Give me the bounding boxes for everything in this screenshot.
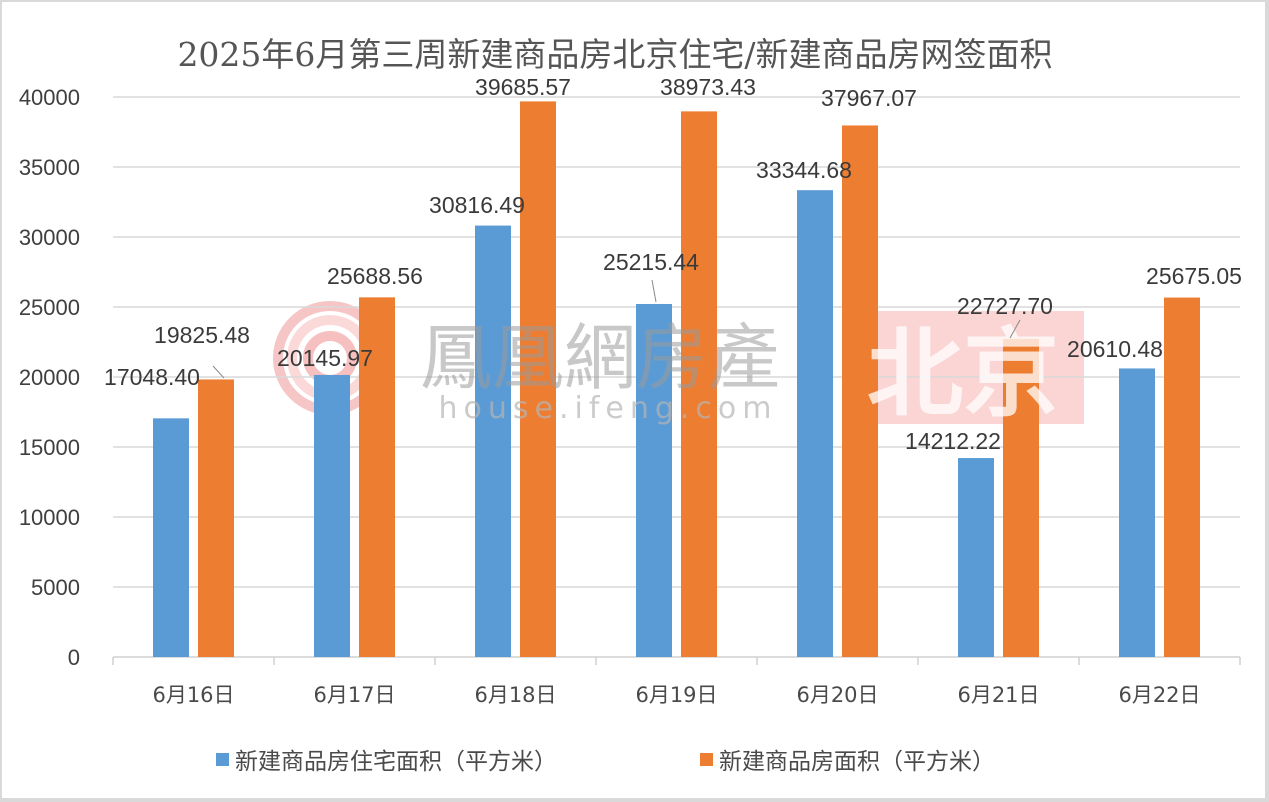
x-category-label: 6月17日 [313,683,395,707]
legend-label-residential: 新建商品房住宅面积（平方米） [235,749,557,775]
leader-line [1009,319,1021,339]
bar-residential [797,190,833,657]
data-label: 17048.40 [104,364,200,390]
leader-line [651,279,657,303]
y-tick-label: 30000 [19,225,80,250]
x-category-label: 6月20日 [796,683,878,707]
y-tick-label: 40000 [19,85,80,110]
legend-swatch-orange-icon [700,752,713,766]
legend-item-residential: 新建商品房住宅面积（平方米） [216,742,557,776]
data-label: 33344.68 [756,157,852,183]
data-label: 20610.48 [1067,336,1163,362]
watermark [273,301,1084,424]
bar-total [520,101,556,657]
y-tick-label: 20000 [19,365,80,390]
data-label: 38973.43 [660,74,756,100]
data-label: 39685.57 [475,74,571,100]
y-tick-label: 0 [68,645,80,670]
data-label: 22727.70 [957,293,1053,319]
bar-total [681,111,717,658]
leader-line [212,365,225,379]
legend-label-total: 新建商品房面积（平方米） [719,749,995,775]
watermark-city: 北京 [867,317,1059,430]
data-label: 20145.97 [277,345,373,371]
y-tick-label: 15000 [19,435,80,460]
bar-residential [153,418,189,657]
x-category-label: 6月21日 [957,683,1039,707]
legend-item-total: 新建商品房面积（平方米） [700,742,995,776]
y-tick-label: 35000 [19,155,80,180]
bar-total [198,379,234,657]
watermark-brand: 鳳凰網房產 [420,316,780,400]
bar-total [359,297,395,657]
data-label: 25675.05 [1146,263,1242,289]
y-tick-label: 10000 [19,505,80,530]
bar-residential [314,374,350,657]
data-label: 25688.56 [327,263,423,289]
y-tick-label: 25000 [19,295,80,320]
x-category-label: 6月16日 [152,683,234,707]
y-tick-label: 5000 [31,575,80,600]
data-label: 14212.22 [905,428,1001,454]
bar-residential [475,225,511,657]
legend-swatch-blue-icon [216,752,229,766]
bar-total [842,125,878,658]
bar-residential [958,458,994,657]
x-category-label: 6月19日 [635,683,717,707]
watermark-city-box [842,311,1084,424]
bar-total [1164,297,1200,657]
bar-residential [1119,368,1155,657]
data-label: 37967.07 [821,85,917,111]
x-category-label: 6月18日 [474,683,556,707]
x-category-label: 6月22日 [1118,683,1200,707]
data-label: 30816.49 [429,192,525,218]
bar-total [1003,338,1039,657]
chart-title: 2025年6月第三周新建商品房北京住宅/新建商品房网签面积 [177,35,1053,74]
data-label: 25215.44 [603,249,699,275]
bar-residential [636,303,672,657]
data-label: 19825.48 [154,322,250,348]
watermark-url: house.ifeng.com [438,391,777,426]
